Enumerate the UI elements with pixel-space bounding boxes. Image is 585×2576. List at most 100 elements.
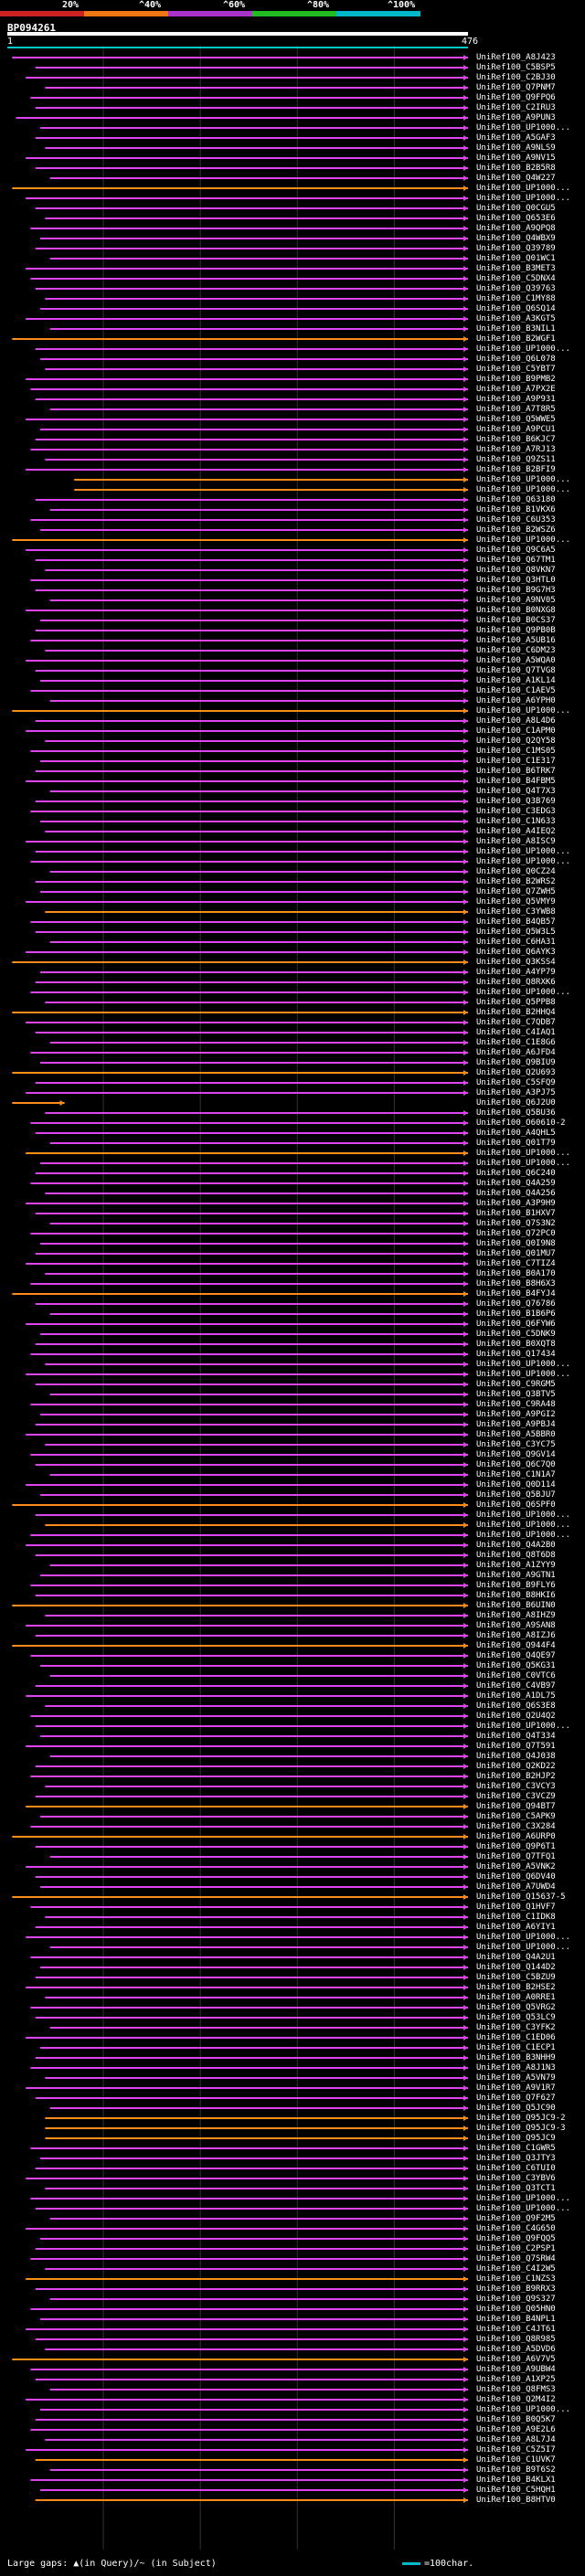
hit-label[interactable]: UniRef100_C1E317 xyxy=(476,757,556,766)
hit-label[interactable]: UniRef100_C9RGM5 xyxy=(476,1380,556,1389)
hit-label[interactable]: UniRef100_Q4A2U1 xyxy=(476,1953,556,1962)
hit-label[interactable]: UniRef100_Q6SQ14 xyxy=(476,304,556,313)
hit-label[interactable]: UniRef100_C1NZS3 xyxy=(476,2274,556,2284)
hit-label[interactable]: UniRef100_C1APM0 xyxy=(476,726,556,736)
hit-label[interactable]: UniRef100_Q2M4I2 xyxy=(476,2395,556,2404)
hit-label[interactable]: UniRef100_Q6L078 xyxy=(476,355,556,364)
hit-label[interactable]: UniRef100_C3VCZ9 xyxy=(476,1792,556,1801)
hit-label[interactable]: UniRef100_Q7T591 xyxy=(476,1742,556,1751)
hit-label[interactable]: UniRef100_C5HQH1 xyxy=(476,2486,556,2495)
hit-label[interactable]: UniRef100_Q76786 xyxy=(476,1299,556,1309)
hit-label[interactable]: UniRef100_Q3B769 xyxy=(476,797,556,806)
hit-label[interactable]: UniRef100_Q653E6 xyxy=(476,214,556,223)
hit-label[interactable]: UniRef100_Q53LC9 xyxy=(476,2013,556,2022)
hit-label[interactable]: UniRef100_Q3KSS4 xyxy=(476,958,556,967)
hit-label[interactable]: UniRef100_B6UIN0 xyxy=(476,1601,556,1610)
hit-label[interactable]: UniRef100_A5VNK2 xyxy=(476,1862,556,1871)
hit-label[interactable]: UniRef100_Q4J038 xyxy=(476,1752,556,1761)
hit-label[interactable]: UniRef100_C1ECP1 xyxy=(476,2043,556,2052)
hit-label[interactable]: UniRef100_C3YWB8 xyxy=(476,907,556,917)
hit-label[interactable]: UniRef100_A9PBJ4 xyxy=(476,1420,556,1429)
hit-label[interactable]: UniRef100_B4NPL1 xyxy=(476,2315,556,2324)
hit-label[interactable]: UniRef100_Q8T6D8 xyxy=(476,1551,556,1560)
hit-label[interactable]: UniRef100_Q7TFQ1 xyxy=(476,1852,556,1861)
hit-label[interactable]: UniRef100_Q6SPF0 xyxy=(476,1500,556,1510)
hit-label[interactable]: UniRef100_UP1000... xyxy=(476,1722,570,1731)
hit-label[interactable]: UniRef100_Q72PC0 xyxy=(476,1229,556,1238)
hit-label[interactable]: UniRef100_Q5JC90 xyxy=(476,2104,556,2113)
hit-label[interactable]: UniRef100_C4G650 xyxy=(476,2224,556,2233)
hit-label[interactable]: UniRef100_B9G7H3 xyxy=(476,586,556,595)
hit-label[interactable]: UniRef100_A3P9H9 xyxy=(476,1199,556,1208)
hit-label[interactable]: UniRef100_B1B6P6 xyxy=(476,1309,556,1319)
hit-label[interactable]: UniRef100_C4VB97 xyxy=(476,1681,556,1691)
hit-label[interactable]: UniRef100_Q94BT7 xyxy=(476,1802,556,1811)
hit-label[interactable]: UniRef100_B2B5R8 xyxy=(476,164,556,173)
hit-label[interactable]: UniRef100_Q4A259 xyxy=(476,1179,556,1188)
hit-label[interactable]: UniRef100_C1AEV5 xyxy=(476,686,556,695)
hit-label[interactable]: UniRef100_B0NXG8 xyxy=(476,606,556,615)
hit-label[interactable]: UniRef100_Q6DV40 xyxy=(476,1872,556,1882)
hit-label[interactable]: UniRef100_UP1000... xyxy=(476,857,570,866)
hit-label[interactable]: UniRef100_Q2U693 xyxy=(476,1068,556,1077)
hit-label[interactable]: UniRef100_C5BZU9 xyxy=(476,1973,556,1982)
hit-label[interactable]: UniRef100_C3X284 xyxy=(476,1822,556,1831)
hit-label[interactable]: UniRef100_Q5W3L5 xyxy=(476,928,556,937)
hit-label[interactable]: UniRef100_Q3BTV5 xyxy=(476,1390,556,1399)
hit-label[interactable]: UniRef100_Q1HVF7 xyxy=(476,1903,556,1912)
hit-label[interactable]: UniRef100_A9PGI2 xyxy=(476,1410,556,1419)
hit-label[interactable]: UniRef100_Q5BJU7 xyxy=(476,1490,556,1500)
hit-label[interactable]: UniRef100_A3KGT5 xyxy=(476,314,556,323)
hit-label[interactable]: UniRef100_A9P931 xyxy=(476,395,556,404)
hit-label[interactable]: UniRef100_Q8R985 xyxy=(476,2335,556,2344)
hit-label[interactable]: UniRef100_Q3HTL0 xyxy=(476,576,556,585)
hit-label[interactable]: UniRef100_Q2U4Q2 xyxy=(476,1712,556,1721)
hit-label[interactable]: UniRef100_B0CS37 xyxy=(476,616,556,625)
hit-label[interactable]: UniRef100_B8HKI6 xyxy=(476,1591,556,1600)
hit-label[interactable]: UniRef100_Q9PB0B xyxy=(476,626,556,635)
hit-label[interactable]: UniRef100_Q5VMY9 xyxy=(476,897,556,906)
hit-label[interactable]: UniRef100_B2WRS2 xyxy=(476,877,556,886)
hit-label[interactable]: UniRef100_Q6AYK3 xyxy=(476,948,556,957)
hit-label[interactable]: UniRef100_B6KJC7 xyxy=(476,435,556,444)
hit-label[interactable]: UniRef100_UP1000... xyxy=(476,475,570,484)
hit-label[interactable]: UniRef100_A7T8R5 xyxy=(476,405,556,414)
hit-label[interactable]: UniRef100_Q8VKN7 xyxy=(476,566,556,575)
hit-label[interactable]: UniRef100_B1HXV7 xyxy=(476,1209,556,1218)
hit-label[interactable]: UniRef100_UP1000... xyxy=(476,485,570,494)
hit-label[interactable]: UniRef100_UP1000... xyxy=(476,345,570,354)
hit-label[interactable]: UniRef100_Q95JC9-2 xyxy=(476,2114,566,2123)
hit-label[interactable]: UniRef100_Q95JC9 xyxy=(476,2134,556,2143)
hit-label[interactable]: UniRef100_A5UB16 xyxy=(476,636,556,645)
hit-label[interactable]: UniRef100_A5GAF3 xyxy=(476,133,556,143)
hit-label[interactable]: UniRef100_C6DM23 xyxy=(476,646,556,655)
hit-label[interactable]: UniRef100_Q4A2B0 xyxy=(476,1541,556,1550)
hit-label[interactable]: UniRef100_Q5BU36 xyxy=(476,1108,556,1118)
hit-label[interactable]: UniRef100_Q7F627 xyxy=(476,2094,556,2103)
hit-label[interactable]: UniRef100_Q7PNM7 xyxy=(476,83,556,92)
hit-label[interactable]: UniRef100_C1E8G6 xyxy=(476,1038,556,1047)
hit-label[interactable]: UniRef100_B8HTV0 xyxy=(476,2496,556,2505)
hit-label[interactable]: UniRef100_UP1000... xyxy=(476,2194,570,2203)
hit-label[interactable]: UniRef100_B9T6S2 xyxy=(476,2465,556,2475)
hit-label[interactable]: UniRef100_Q7SRW4 xyxy=(476,2254,556,2263)
hit-label[interactable]: UniRef100_B4KLX1 xyxy=(476,2475,556,2485)
hit-label[interactable]: UniRef100_Q5VRG2 xyxy=(476,2003,556,2012)
hit-label[interactable]: UniRef100_Q144D2 xyxy=(476,1963,556,1972)
hit-label[interactable]: UniRef100_UP1000... xyxy=(476,1370,570,1379)
hit-label[interactable]: UniRef100_C5BSP5 xyxy=(476,63,556,72)
hit-label[interactable]: UniRef100_B6TRK7 xyxy=(476,767,556,776)
hit-label[interactable]: UniRef100_A6URP0 xyxy=(476,1832,556,1841)
hit-label[interactable]: UniRef100_Q01MU7 xyxy=(476,1249,556,1258)
hit-label[interactable]: UniRef100_UP1000... xyxy=(476,1531,570,1540)
hit-label[interactable]: UniRef100_A7UWD4 xyxy=(476,1882,556,1892)
hit-label[interactable]: UniRef100_B9FLY6 xyxy=(476,1581,556,1590)
hit-label[interactable]: UniRef100_A9PUN3 xyxy=(476,113,556,122)
hit-label[interactable]: UniRef100_Q3JTY3 xyxy=(476,2154,556,2163)
hit-label[interactable]: UniRef100_C9RA48 xyxy=(476,1400,556,1409)
hit-label[interactable]: UniRef100_A9V1R7 xyxy=(476,2083,556,2093)
hit-label[interactable]: UniRef100_UP1000... xyxy=(476,706,570,716)
hit-label[interactable]: UniRef100_C0VTC6 xyxy=(476,1671,556,1680)
hit-label[interactable]: UniRef100_C1ED06 xyxy=(476,2033,556,2042)
hit-label[interactable]: UniRef100_A4YP79 xyxy=(476,968,556,977)
